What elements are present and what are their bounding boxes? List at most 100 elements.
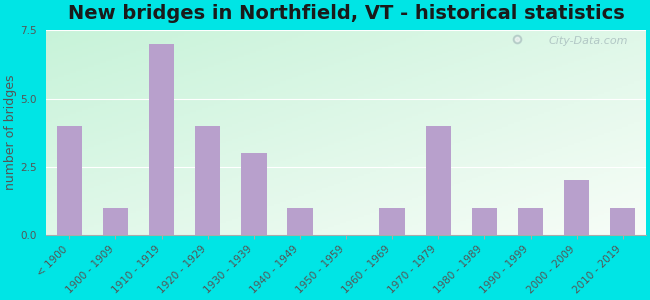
Bar	[322, 110, 328, 112]
Bar	[244, 229, 250, 231]
Bar	[178, 176, 184, 178]
Bar	[190, 77, 196, 80]
Bar	[352, 88, 358, 90]
Bar	[214, 137, 220, 139]
Bar	[628, 229, 634, 231]
Bar	[556, 186, 562, 188]
Bar	[364, 61, 370, 63]
Bar	[520, 180, 526, 182]
Bar	[46, 227, 52, 229]
Bar	[448, 106, 454, 108]
Bar	[76, 30, 83, 32]
Bar	[610, 83, 616, 85]
Bar	[388, 161, 394, 164]
Bar	[598, 186, 604, 188]
Bar	[460, 100, 466, 102]
Bar	[424, 110, 430, 112]
Bar	[340, 61, 346, 63]
Bar	[484, 192, 490, 194]
Bar	[352, 51, 358, 53]
Bar	[538, 221, 544, 223]
Bar	[88, 63, 94, 65]
Bar	[526, 225, 532, 227]
Bar	[256, 149, 262, 151]
Bar	[454, 49, 460, 51]
Bar	[196, 196, 202, 198]
Bar	[484, 147, 490, 149]
Bar	[124, 90, 130, 92]
Bar	[130, 221, 136, 223]
Bar	[286, 200, 292, 202]
Bar	[364, 92, 370, 94]
Bar	[292, 227, 298, 229]
Bar	[112, 184, 118, 186]
Bar	[112, 85, 118, 88]
Bar	[526, 47, 532, 49]
Bar	[610, 196, 616, 198]
Bar	[52, 85, 58, 88]
Bar	[226, 135, 232, 137]
Bar	[130, 198, 136, 200]
Bar	[448, 94, 454, 96]
Bar	[550, 47, 556, 49]
Bar	[520, 63, 526, 65]
Bar	[472, 143, 478, 145]
Bar	[250, 106, 256, 108]
Bar	[640, 118, 646, 120]
Bar	[46, 219, 52, 221]
Bar	[514, 100, 520, 102]
Bar	[238, 192, 244, 194]
Bar	[568, 112, 574, 114]
Bar	[634, 214, 640, 217]
Bar	[592, 127, 598, 129]
Bar	[190, 63, 196, 65]
Bar	[328, 139, 334, 141]
Bar	[598, 192, 604, 194]
Bar	[52, 88, 58, 90]
Bar	[370, 213, 376, 214]
Bar	[622, 155, 628, 157]
Bar	[364, 65, 370, 67]
Bar	[208, 190, 214, 192]
Bar	[400, 139, 406, 141]
Bar	[376, 43, 382, 45]
Bar	[346, 75, 352, 77]
Bar	[556, 30, 562, 32]
Bar	[346, 130, 352, 133]
Bar	[322, 77, 328, 80]
Bar	[562, 164, 568, 166]
Bar	[322, 65, 328, 67]
Bar	[76, 202, 83, 204]
Bar	[538, 73, 544, 75]
Bar	[544, 147, 550, 149]
Bar	[538, 108, 544, 110]
Bar	[514, 90, 520, 92]
Bar	[520, 135, 526, 137]
Bar	[616, 164, 622, 166]
Bar	[580, 157, 586, 159]
Bar	[580, 167, 586, 169]
Bar	[226, 65, 232, 67]
Bar	[484, 63, 490, 65]
Bar	[628, 45, 634, 47]
Bar	[292, 211, 298, 213]
Bar	[142, 166, 148, 167]
Bar	[502, 219, 508, 221]
Bar	[616, 219, 622, 221]
Bar	[298, 206, 304, 208]
Bar	[118, 229, 124, 231]
Bar	[232, 208, 238, 211]
Bar	[328, 61, 334, 63]
Bar	[472, 204, 478, 206]
Bar	[94, 188, 100, 190]
Bar	[52, 92, 58, 94]
Bar	[532, 213, 538, 214]
Bar	[106, 233, 112, 235]
Bar	[52, 178, 58, 180]
Bar	[454, 43, 460, 45]
Bar	[70, 227, 76, 229]
Bar	[448, 225, 454, 227]
Bar	[508, 186, 514, 188]
Bar	[124, 36, 130, 38]
Bar	[70, 57, 76, 59]
